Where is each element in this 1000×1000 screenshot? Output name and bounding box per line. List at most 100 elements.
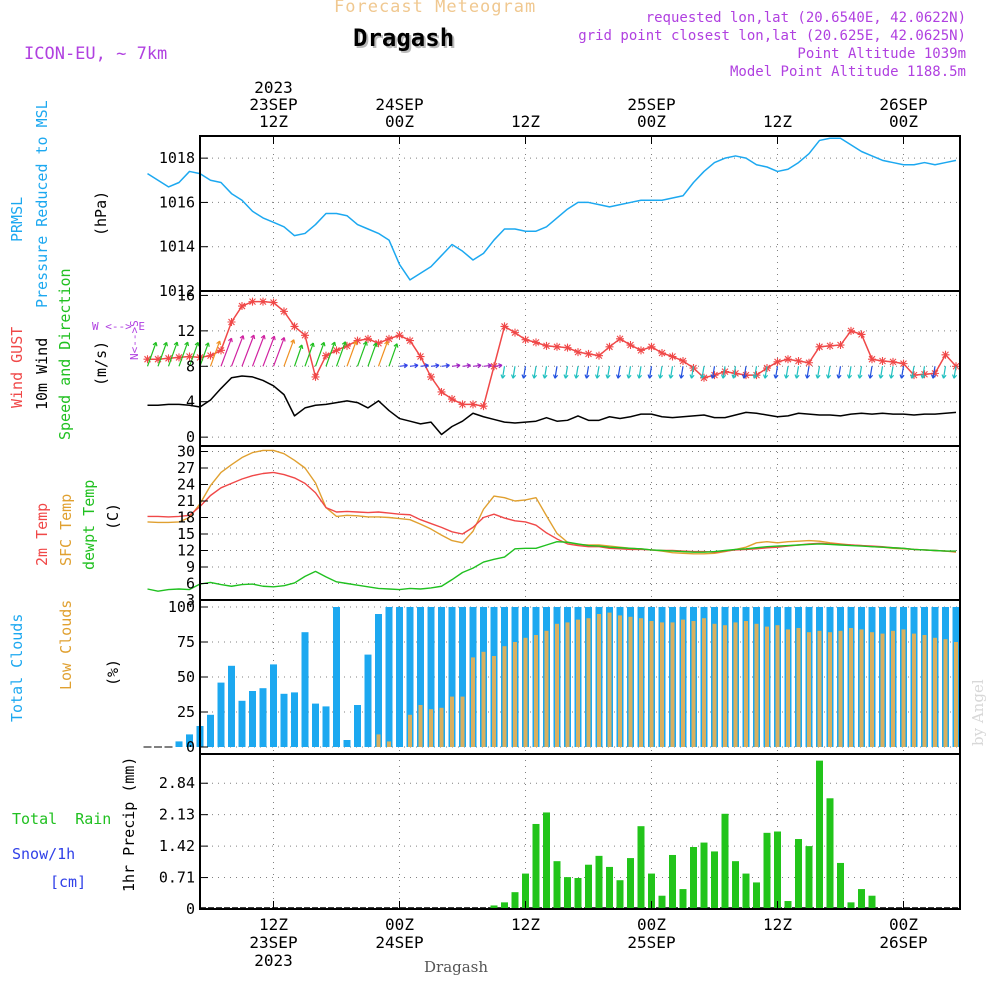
gust-marker — [868, 355, 876, 364]
wind-arrow — [451, 364, 461, 367]
wind-arrow-head — [783, 374, 790, 379]
low-cloud-bar — [859, 629, 864, 747]
rain-bar — [511, 892, 519, 909]
gust-marker — [805, 358, 813, 367]
wind-arrow-head — [309, 342, 315, 348]
low-cloud-bar — [901, 629, 906, 747]
sfc-temp-label: SFC Temp — [57, 493, 75, 566]
wind-arrow — [178, 341, 189, 367]
total-cloud-bar — [280, 693, 288, 747]
rain-bar — [826, 798, 834, 909]
y-tick-label: 1.42 — [159, 837, 195, 855]
gust-marker — [542, 341, 551, 350]
wind-arrow — [596, 366, 600, 379]
wind-arrow-head — [194, 341, 200, 347]
frame-layer — [199, 135, 961, 910]
wind-arrow-head — [466, 363, 471, 369]
wind-arrow — [953, 366, 957, 379]
wind-arrow — [230, 335, 244, 367]
rain-bar — [637, 826, 645, 909]
wind-arrow — [627, 366, 632, 379]
y-tick-label: 0.71 — [159, 869, 195, 887]
low-cloud-bar — [912, 633, 916, 747]
wind-arrow — [690, 366, 695, 379]
low-cloud-bar — [891, 630, 895, 747]
y-tick-label: 27 — [177, 459, 195, 477]
grid-layer — [200, 136, 960, 910]
wind-arrow-head — [500, 374, 506, 379]
wind-arrow — [314, 342, 325, 367]
gust-marker — [217, 346, 225, 355]
wind-arrow-head — [563, 374, 569, 379]
gust-marker — [721, 367, 729, 376]
panel-frame — [199, 135, 961, 292]
low-cloud-bar — [544, 630, 549, 747]
wind-arrow — [493, 364, 503, 367]
gust-marker — [878, 356, 887, 365]
wind-arrow — [167, 341, 178, 367]
wind-arrow — [764, 366, 768, 379]
total-cloud-bar — [186, 734, 193, 747]
gust-marker — [458, 400, 467, 409]
gust-marker — [679, 356, 687, 365]
low-cloud-bar — [387, 741, 391, 747]
low-cloud-bar — [681, 619, 685, 747]
rain-bar — [606, 866, 613, 909]
total-cloud-bar — [364, 654, 372, 747]
wind-arrow — [921, 366, 926, 379]
gust-marker — [248, 297, 257, 306]
wind-arrow-head — [941, 374, 947, 379]
y-tick-label: 8 — [186, 357, 195, 375]
gust-marker — [164, 354, 173, 363]
gust-marker — [784, 355, 792, 364]
gust-marker — [427, 372, 435, 381]
y-tick-label: 21 — [177, 492, 195, 510]
wind-arrow-head — [815, 374, 821, 379]
low-cloud-bar — [786, 629, 790, 747]
wind-arrow — [869, 366, 873, 379]
wind-arrow — [659, 366, 663, 379]
wind-arrow-head — [605, 374, 611, 379]
wind-arrow — [638, 366, 642, 379]
low-cloud-bar — [471, 657, 475, 747]
rain-bar — [616, 880, 624, 909]
wind-arrow — [722, 366, 726, 379]
gust-marker — [836, 341, 845, 350]
wind-arrow — [701, 366, 705, 379]
wind-arrow-head — [710, 374, 716, 379]
y-tick-label: 6 — [186, 575, 195, 593]
gust-marker — [185, 352, 194, 361]
y-tick-label: 16 — [177, 286, 195, 304]
t2m-line — [147, 471, 957, 553]
wind-arrow — [251, 335, 265, 367]
low-cloud-bar — [660, 622, 664, 747]
wind-arrow-head — [794, 374, 800, 379]
wind-arrow — [858, 366, 863, 379]
wind-arrow-head — [584, 374, 590, 379]
wind-arrow — [743, 366, 747, 379]
wind-arrow — [564, 366, 569, 379]
wind-arrow-head — [227, 337, 233, 343]
low-cloud-bar — [870, 632, 874, 747]
wind-arrow — [942, 366, 947, 379]
wind-arrow — [420, 364, 429, 367]
bottom-axis-hour: 12Z — [763, 915, 792, 934]
total-cloud-bar — [270, 664, 277, 747]
gust-marker — [658, 349, 666, 357]
wind-arrow-head — [836, 374, 842, 379]
wind-arrow — [188, 342, 199, 367]
gust-marker — [406, 336, 414, 345]
gust-marker — [290, 322, 299, 331]
wind-arrow-head — [498, 363, 503, 369]
y-tick-label: 0 — [186, 738, 195, 756]
rain-bar — [816, 760, 823, 909]
top-axis-date: 24SEP — [375, 95, 423, 114]
gust-marker — [437, 387, 446, 396]
wind-arrow — [848, 366, 852, 379]
wind-arrow-head — [762, 374, 769, 379]
gust-marker — [857, 330, 866, 339]
wind-arrow — [367, 342, 377, 367]
gust-marker — [595, 351, 603, 360]
wind-arrow — [483, 364, 492, 367]
wind-arrow-head — [403, 363, 408, 369]
